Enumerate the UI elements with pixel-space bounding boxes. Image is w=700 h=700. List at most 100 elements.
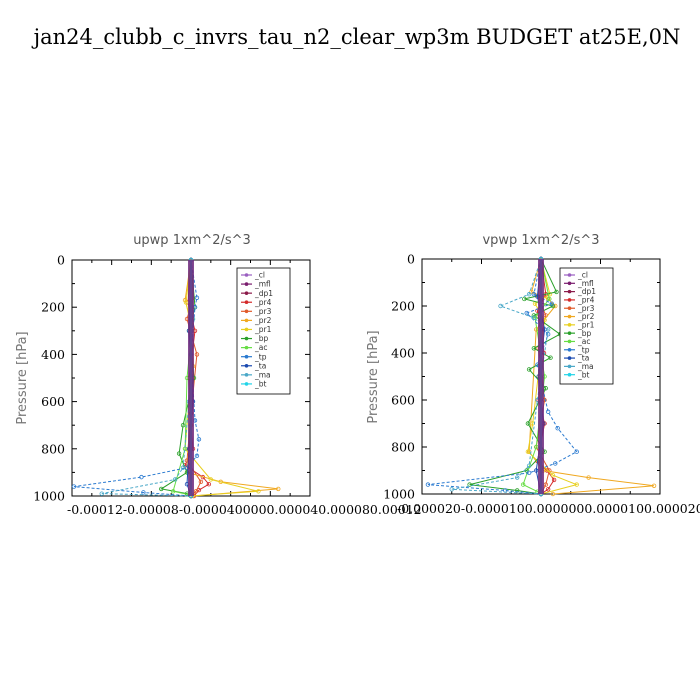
data-point <box>550 491 556 497</box>
legend-marker <box>567 323 572 327</box>
legend-marker <box>567 306 572 311</box>
data-point <box>159 486 164 492</box>
data-point <box>71 484 77 489</box>
data-point <box>172 477 178 482</box>
data-point <box>549 301 554 306</box>
legend-marker <box>244 282 249 286</box>
chart-title: upwp 1xm^2/s^3 <box>133 233 251 248</box>
chart-vpwp: vpwp 1xm^2/s^3 Pressure [hPa] 0 200 400 600… <box>366 233 700 516</box>
y-tick-label: 0 <box>57 253 65 268</box>
data-point <box>139 474 144 480</box>
legend-label: _mfl <box>577 279 594 288</box>
legend-marker <box>567 356 572 360</box>
data-point <box>276 486 281 492</box>
legend-label: _ma <box>577 362 594 371</box>
data-point <box>467 482 472 487</box>
legend-marker <box>244 273 249 277</box>
legend-label: _pr4 <box>254 298 272 307</box>
series-line-tp <box>427 258 578 495</box>
data-point <box>526 470 532 476</box>
y-tick-label: 200 <box>41 300 65 315</box>
legend-marker <box>567 281 572 286</box>
y-tick-label: 200 <box>391 299 415 314</box>
data-point <box>531 315 537 320</box>
data-point <box>550 473 556 478</box>
zero-line <box>188 260 194 496</box>
data-point <box>545 327 551 332</box>
legend-marker <box>567 273 572 277</box>
data-point <box>574 449 579 454</box>
legend-marker <box>244 382 249 386</box>
legend-marker <box>244 327 249 332</box>
legend-marker <box>567 289 572 294</box>
data-point <box>553 461 558 466</box>
legend-marker <box>244 309 249 314</box>
legend-marker <box>567 331 572 335</box>
y-tick-label: 800 <box>41 441 65 456</box>
data-point <box>522 296 527 302</box>
legend-marker <box>567 347 572 352</box>
x-tick-labels: -0.00012-0.00008-0.0000400000.000040.000… <box>67 502 422 517</box>
legend-label: _tp <box>254 352 267 361</box>
data-point <box>449 487 454 492</box>
y-tick-label: 600 <box>391 393 415 408</box>
data-point <box>180 465 186 470</box>
legend-label: _ac <box>254 343 267 352</box>
legend-label: _bt <box>254 380 267 389</box>
data-point <box>198 479 204 485</box>
legend-label: _pr2 <box>254 316 272 325</box>
data-point <box>182 297 188 303</box>
legend-marker <box>244 363 249 368</box>
data-point <box>531 292 537 297</box>
data-point <box>425 482 431 487</box>
legend-marker <box>567 314 572 319</box>
data-point <box>515 488 520 493</box>
data-point <box>651 483 657 488</box>
data-point <box>206 482 212 487</box>
data-point <box>183 300 189 305</box>
data-point <box>498 303 503 309</box>
y-tick-label: 400 <box>391 346 415 361</box>
series-line-pr1 <box>527 258 579 495</box>
legend-marker <box>244 291 249 295</box>
data-point <box>526 292 532 297</box>
x-tick-labels: -0.000020-0.0000100.0000000.0000100.0000… <box>397 501 700 516</box>
data-point <box>531 346 537 351</box>
data-point <box>545 332 551 337</box>
legend-label: _bp <box>577 329 592 338</box>
data-point <box>176 451 182 456</box>
legend-label: _cl <box>577 271 588 280</box>
plot-area: 0 200 400 600 800 1000 _cl_mfl_dp1_pr4_pr3_pr2… <box>33 253 311 504</box>
legend-marker <box>244 336 249 341</box>
legend-marker <box>244 345 249 350</box>
legend-marker <box>244 354 249 359</box>
legend-label: _dp1 <box>577 287 596 296</box>
data-point <box>194 295 200 300</box>
legend-label: _pr3 <box>254 307 272 316</box>
legend-marker <box>244 318 249 323</box>
y-tick-label: 800 <box>391 440 415 455</box>
legend-label: _cl <box>254 271 265 280</box>
data-point <box>525 449 531 454</box>
data-point <box>194 453 200 459</box>
data-point <box>520 482 526 487</box>
y-tick-label: 0 <box>407 252 415 267</box>
legend-label: _ac <box>577 337 590 346</box>
legend-label: _bp <box>254 334 269 343</box>
legend-label: _ma <box>254 370 271 379</box>
data-point <box>529 289 534 295</box>
data-point <box>555 426 560 431</box>
legend-label: _bt <box>577 370 590 379</box>
y-tick-label: 1000 <box>33 489 65 504</box>
legend-label: _pr1 <box>254 325 272 334</box>
y-tick-label: 600 <box>41 394 65 409</box>
legend-marker <box>567 298 572 302</box>
data-point <box>551 477 557 483</box>
series-line-tp <box>73 259 200 497</box>
data-point <box>256 489 261 494</box>
data-point <box>554 289 559 295</box>
data-point <box>547 296 552 302</box>
legend-label: _mfl <box>254 280 271 289</box>
chart-title: vpwp 1xm^2/s^3 <box>482 233 599 248</box>
legend-label: _pr4 <box>577 296 595 305</box>
